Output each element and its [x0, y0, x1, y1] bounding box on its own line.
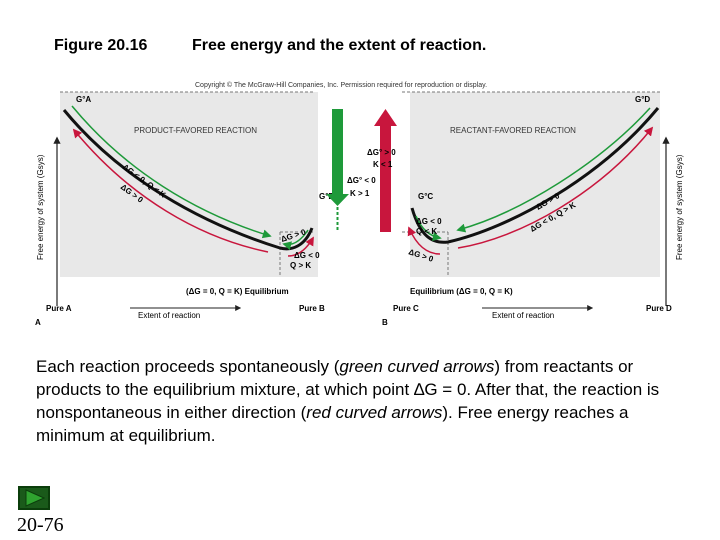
figure-title-text: Free energy and the extent of reaction. [192, 37, 487, 54]
panel-a-x-end: Pure B [299, 304, 325, 313]
panel-b-green-arrow-forward [415, 215, 442, 241]
free-energy-diagram: Copyright © The McGraw-Hill Companies, I… [35, 81, 684, 327]
center-indicators: ΔG° < 0 K > 1 ΔG° > 0 K < 1 [326, 109, 397, 232]
panel-b-letter: B [382, 318, 388, 327]
panel-b-x-end: Pure D [646, 304, 672, 313]
panel-b-green-arrow-reverse [456, 107, 651, 233]
caption-green-arrows: green curved arrows [339, 357, 495, 376]
panel-b-x-label: Extent of reaction [492, 311, 554, 320]
center-label-b-2: K < 1 [373, 160, 393, 169]
panel-b: Free energy of system (Gsys) G°D REACTAN… [382, 91, 684, 327]
center-label-a-2: K > 1 [350, 189, 370, 198]
panel-b-red-arrow-forward [457, 126, 654, 249]
panel-a-energy-curve [62, 109, 314, 251]
figure-number: Figure 20.16 [54, 37, 148, 54]
panel-b-energy-curve [410, 107, 660, 244]
panel-a: Free energy of system (Gsys) G°A PRODUCT… [35, 91, 334, 327]
panel-b-heading: REACTANT-FAVORED REACTION [450, 126, 576, 135]
panel-b-background [410, 92, 660, 277]
panel-a-heading: PRODUCT-FAVORED REACTION [134, 126, 257, 135]
caption-part-3: ) from reactants or products to the equi… [36, 357, 660, 422]
panel-a-red-arrow-right [287, 236, 314, 257]
center-label-a-1: ΔG° < 0 [347, 176, 376, 185]
forward-triangle-icon [25, 489, 46, 507]
panel-b-left-label-2: Q < K [416, 227, 437, 236]
panel-a-right-label-3: Q > K [290, 261, 311, 270]
panel-a-letter: A [35, 318, 41, 327]
panel-b-end-label: G°D [635, 95, 650, 104]
caption: Each reaction proceeds spontaneously (gr… [36, 355, 686, 447]
page-number: 20-76 [17, 514, 64, 536]
panel-b-left-label-1: ΔG < 0 [416, 217, 442, 226]
panel-a-green-arrow-forward [71, 105, 272, 239]
panel-b-x-start: Pure C [393, 304, 419, 313]
panel-a-green-arrow-back [282, 229, 309, 251]
panel-a-start-label: G°A [76, 95, 91, 104]
panel-a-x-start: Pure A [46, 304, 72, 313]
center-label-b-1: ΔG° > 0 [367, 148, 396, 157]
next-slide-button[interactable] [18, 486, 50, 510]
green-down-arrow [326, 109, 349, 206]
caption-part-1: Each reaction proceeds spontaneously ( [36, 357, 340, 376]
caption-part-5: ). Free energy reaches a minimum at equi… [36, 403, 629, 445]
panel-a-y-label: Free energy of system (Gsys) [36, 154, 45, 260]
copyright-notice: Copyright © The McGraw-Hill Companies, I… [195, 81, 487, 89]
panel-b-red-arrow-left [407, 226, 441, 255]
panel-b-y-label: Free energy of system (Gsys) [675, 154, 684, 260]
panel-b-equilibrium-label: Equilibrium (ΔG = 0, Q = K) [410, 287, 513, 296]
panel-a-right-label-2: ΔG < 0 [294, 251, 320, 260]
panel-a-red-arrow-reverse [72, 128, 269, 253]
panel-b-start-label: G°C [418, 192, 433, 201]
figure-title: Figure 20.16 Free energy and the extent o… [54, 37, 486, 55]
red-up-arrow [374, 109, 397, 232]
panel-a-equilibrium-label: (ΔG = 0, Q = K) Equilibrium [186, 287, 289, 296]
panel-a-end-label: G°B [319, 192, 334, 201]
panel-a-x-label: Extent of reaction [138, 311, 200, 320]
caption-red-arrows: red curved arrows [306, 403, 443, 422]
